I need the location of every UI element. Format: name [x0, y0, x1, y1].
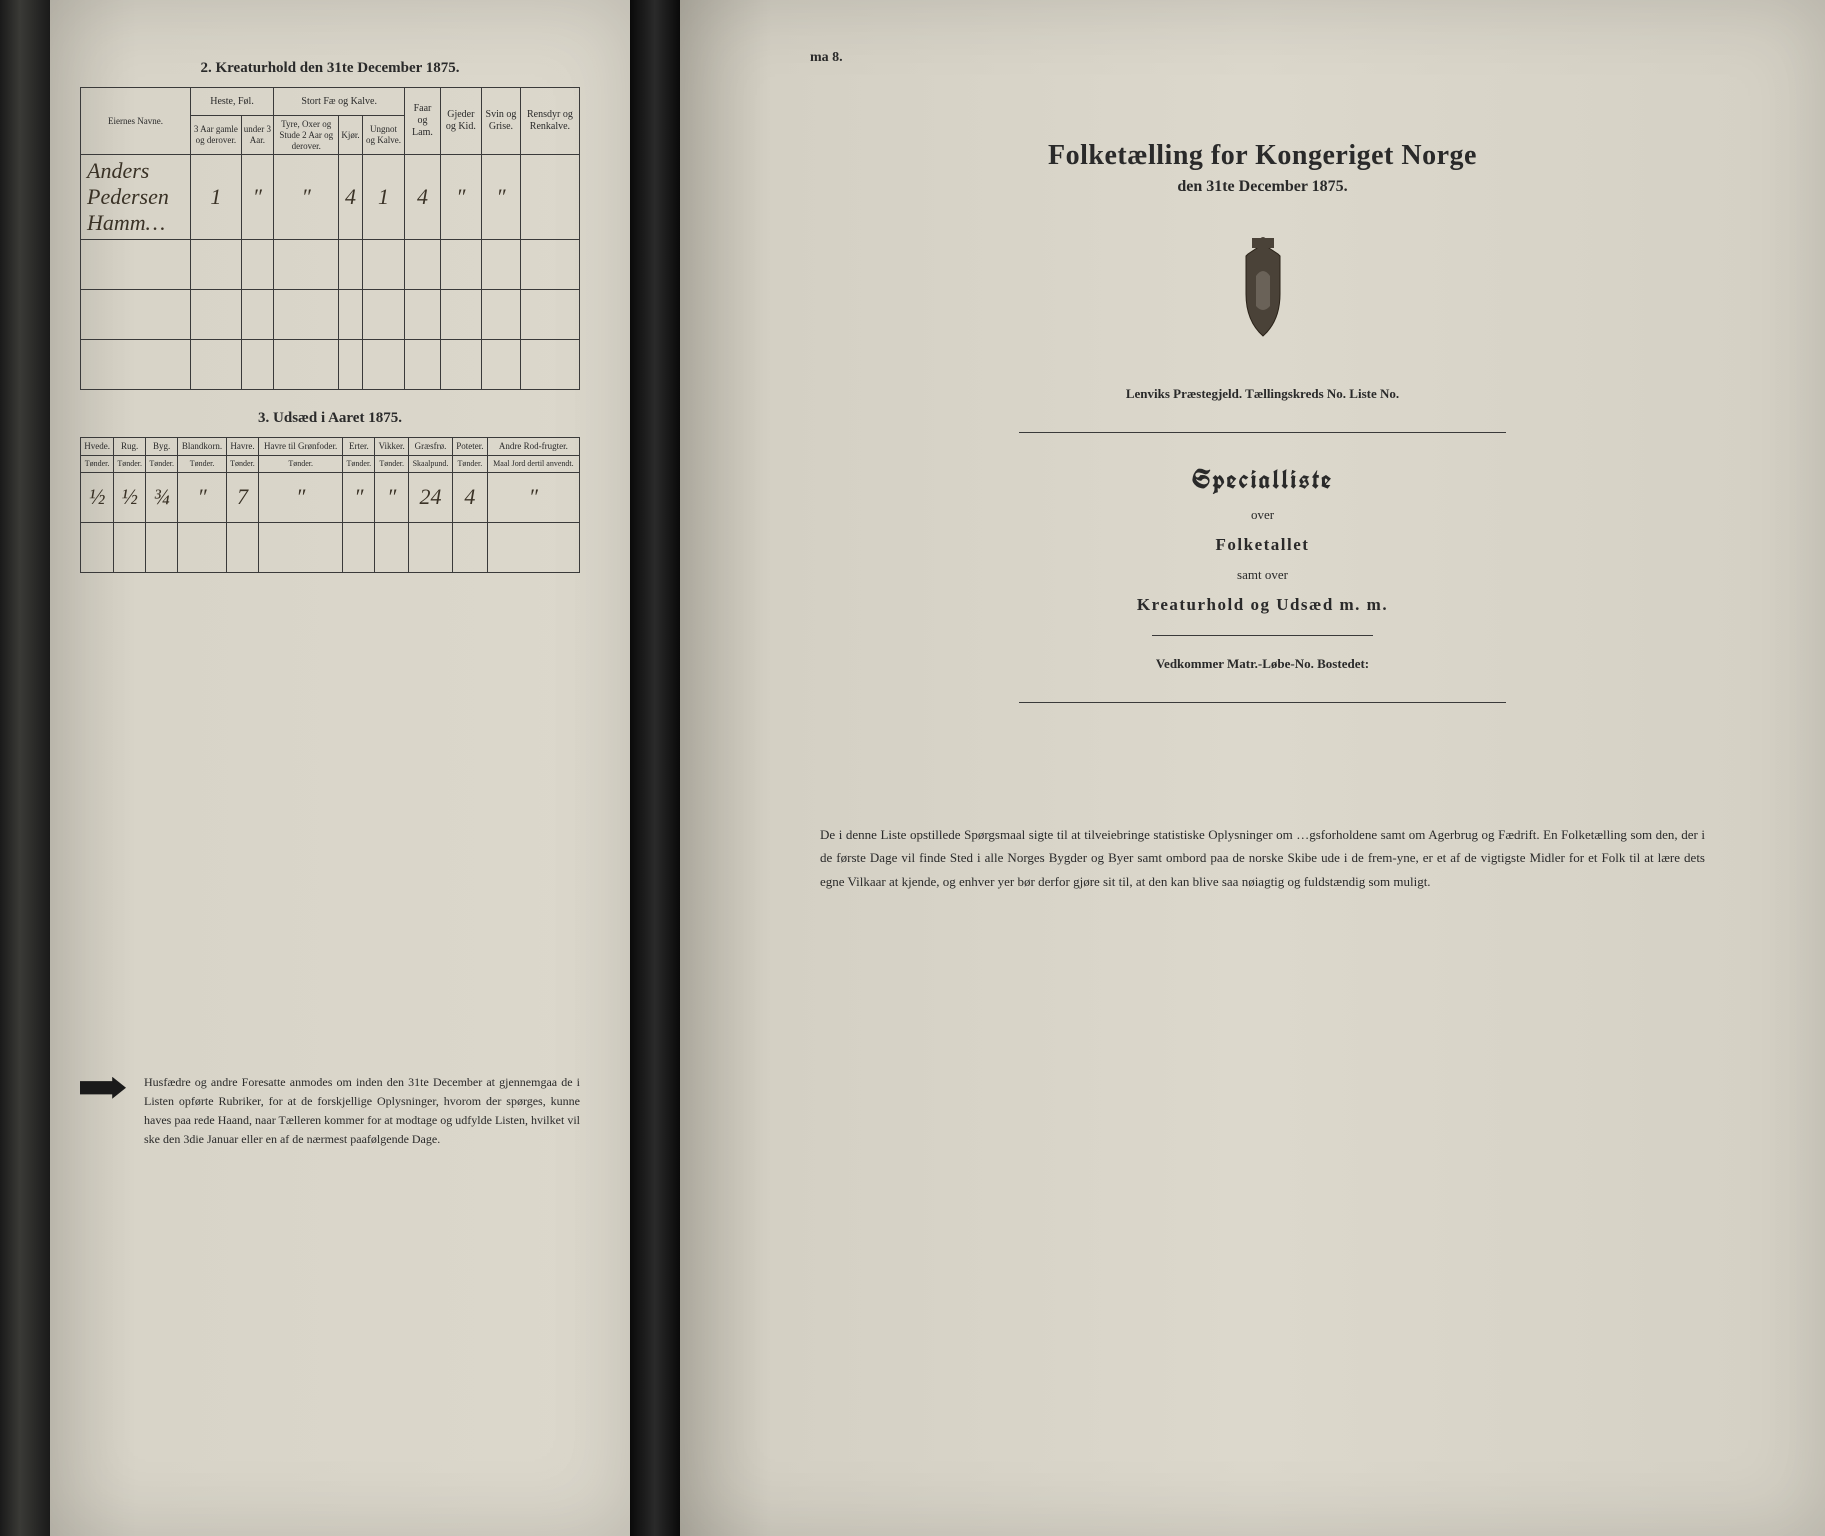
seeding-table: Hvede. Rug. Byg. Blandkorn. Havre. Havre…	[80, 437, 580, 572]
col-group: Stort Fæ og Kalve.	[274, 88, 405, 116]
unit: Tønder.	[343, 456, 375, 473]
subcol: Tyre, Oxer og Stude 2 Aar og derover.	[274, 116, 339, 155]
col-group: Gjeder og Kid.	[440, 88, 482, 155]
cell: ″	[241, 155, 273, 240]
col: Blandkorn.	[178, 438, 227, 456]
cell: ″	[343, 472, 375, 522]
col-group: Svin og Grise.	[482, 88, 521, 155]
col-group: Heste, Føl.	[191, 88, 274, 116]
section3-title: 3. Udsæd i Aaret 1875.	[80, 410, 580, 427]
parish-line: Lenviks Præstegjeld. Tællingskreds No. L…	[820, 386, 1705, 402]
cell: ″	[274, 155, 339, 240]
col: Poteter.	[453, 438, 488, 456]
col-group: Faar og Lam.	[405, 88, 440, 155]
cell: ½	[114, 472, 146, 522]
unit: Tønder.	[258, 456, 342, 473]
cell: ″	[375, 472, 409, 522]
unit: Tønder.	[114, 456, 146, 473]
cell: ″	[178, 472, 227, 522]
unit: Tønder.	[226, 456, 258, 473]
table-row: ½ ½ ¾ ″ 7 ″ ″ ″ 24 4 ″	[81, 472, 580, 522]
owner-header: Eiernes Navne.	[81, 88, 191, 155]
col: Byg.	[146, 438, 178, 456]
subcol: 3 Aar gamle og derover.	[191, 116, 242, 155]
book-spine	[630, 0, 680, 1536]
section2-title: 2. Kreaturhold den 31te December 1875.	[80, 60, 580, 77]
cell: 1	[191, 155, 242, 240]
footnote-text: Husfædre og andre Foresatte anmodes om i…	[144, 1073, 580, 1150]
cell: ″	[440, 155, 482, 240]
cell: 4	[405, 155, 440, 240]
subcol: under 3 Aar.	[241, 116, 273, 155]
livestock-table: Eiernes Navne. Heste, Føl. Stort Fæ og K…	[80, 87, 580, 390]
sp-over: over	[820, 507, 1705, 523]
cell	[520, 155, 579, 240]
main-subtitle: den 31te December 1875.	[820, 178, 1705, 196]
table-row	[81, 340, 580, 390]
sp-samt: samt over	[820, 567, 1705, 583]
col: Erter.	[343, 438, 375, 456]
divider	[1019, 702, 1506, 703]
unit: Tønder.	[146, 456, 178, 473]
main-title: Folketælling for Kongeriget Norge	[820, 140, 1705, 172]
unit: Maal Jord dertil anvendt.	[487, 456, 579, 473]
col: Havre.	[226, 438, 258, 456]
col: Græsfrø.	[409, 438, 453, 456]
divider	[1152, 635, 1373, 636]
cell: ″	[487, 472, 579, 522]
cell: ½	[81, 472, 114, 522]
matr-line: Vedkommer Matr.-Løbe-No. Bostedet:	[820, 656, 1705, 672]
cell: ″	[258, 472, 342, 522]
unit: Tønder.	[81, 456, 114, 473]
table-row	[81, 522, 580, 572]
col-group: Rensdyr og Renkalve.	[520, 88, 579, 155]
left-ghost	[0, 0, 50, 1536]
col: Hvede.	[81, 438, 114, 456]
left-page: 2. Kreaturhold den 31te December 1875. E…	[50, 0, 630, 1536]
owner-name: Anders Pedersen Hamm…	[81, 155, 191, 240]
sp-kreatur: Kreaturhold og Udsæd m. m.	[820, 595, 1705, 615]
unit: Skaalpund.	[409, 456, 453, 473]
right-page: ma 8. Folketælling for Kongeriget Norge …	[680, 0, 1825, 1536]
sp-folketallet: Folketallet	[820, 535, 1705, 555]
cell: 7	[226, 472, 258, 522]
cell: 24	[409, 472, 453, 522]
table-row: Anders Pedersen Hamm… 1 ″ ″ 4 1 4 ″ ″	[81, 155, 580, 240]
col: Havre til Grønfoder.	[258, 438, 342, 456]
subcol: Ungnot og Kalve.	[362, 116, 405, 155]
cell: ¾	[146, 472, 178, 522]
left-footnote: Husfædre og andre Foresatte anmodes om i…	[80, 1073, 580, 1150]
unit: Tønder.	[375, 456, 409, 473]
col: Vikker.	[375, 438, 409, 456]
cell: 1	[362, 155, 405, 240]
divider	[1019, 432, 1506, 433]
table-row	[81, 290, 580, 340]
right-footnote: De i denne Liste opstillede Spørgsmaal s…	[820, 823, 1705, 893]
col: Andre Rod-frugter.	[487, 438, 579, 456]
cell: ″	[482, 155, 521, 240]
table-row	[81, 240, 580, 290]
cell: 4	[453, 472, 488, 522]
unit: Tønder.	[178, 456, 227, 473]
subcol: Kjør.	[339, 116, 362, 155]
pointing-hand-icon	[80, 1077, 126, 1099]
cell: 4	[339, 155, 362, 240]
coat-of-arms-icon	[1218, 236, 1308, 346]
unit: Tønder.	[453, 456, 488, 473]
col: Rug.	[114, 438, 146, 456]
specialliste-title: Specialliste	[820, 463, 1705, 497]
corner-label: ma 8.	[810, 50, 843, 66]
